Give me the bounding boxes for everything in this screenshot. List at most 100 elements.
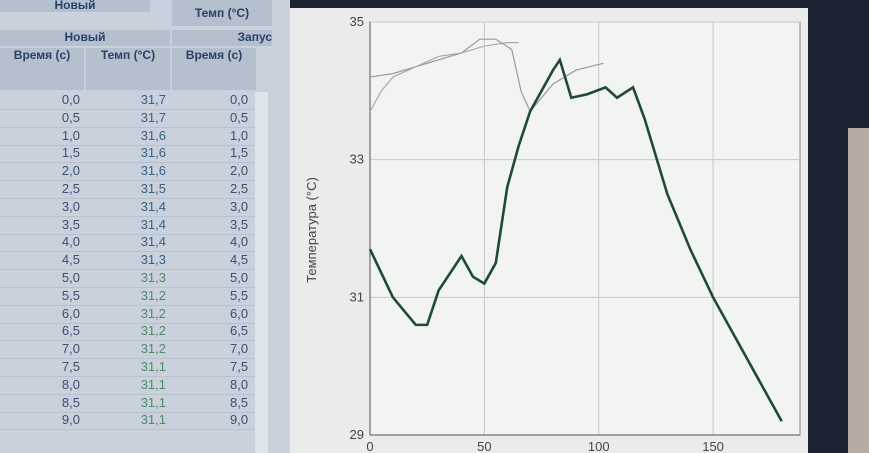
table-cell: 6,5: [230, 323, 249, 339]
table-cell: 0,0: [230, 92, 249, 107]
column-header: Время (с): [0, 48, 84, 90]
table-cell: 7,5: [230, 359, 249, 374]
table-row: [0, 110, 255, 128]
data-table: Новый Темп (°C) Новый Запус Время (с) Те…: [0, 0, 290, 453]
table-row: [0, 234, 255, 253]
table-row: [0, 270, 255, 288]
y-axis-label: Температура (°C): [304, 177, 319, 283]
y-tick-label: 29: [350, 427, 364, 442]
header: Новый: [0, 30, 170, 46]
table-cell: 31,7: [140, 92, 166, 107]
table-cell: 31,2: [140, 341, 166, 357]
table-cell: 8,5: [61, 394, 80, 410]
table-row: [0, 288, 255, 306]
table-cell: 31,6: [140, 163, 166, 179]
table-cell: 2,0: [230, 163, 249, 179]
y-tick-label: 31: [350, 289, 364, 304]
table-row: [0, 181, 255, 199]
table-cell: 5,0: [230, 270, 249, 285]
table-cell: 31,4: [140, 234, 166, 250]
table-cell: 31,7: [140, 109, 166, 125]
table-cell: 31,2: [140, 323, 166, 339]
x-tick-label: 50: [477, 439, 491, 453]
table-cell: 4,5: [230, 252, 249, 268]
table-row: [0, 359, 255, 377]
table-cell: 31,1: [140, 412, 166, 428]
table-cell: 31,1: [140, 359, 166, 374]
table-cell: 1,5: [61, 145, 80, 161]
table-row: [0, 163, 255, 182]
table-row: [0, 377, 255, 395]
table-cell: 0,5: [61, 109, 80, 125]
table-cell: 31,6: [140, 145, 166, 161]
table-cell: 0,0: [61, 92, 80, 107]
table-cell: 8,0: [61, 376, 80, 392]
table-cell: 31,3: [140, 270, 166, 285]
table-row: [0, 412, 255, 431]
table-row: [0, 323, 255, 342]
table-cell: 9,0: [61, 412, 80, 428]
table-cell: 31,1: [140, 394, 166, 410]
table-row: [0, 128, 255, 146]
table-cell: 7,0: [230, 341, 249, 357]
table-cell: 31,3: [140, 252, 166, 268]
column-header: Темп (°C): [86, 48, 170, 90]
table-cell: 6,5: [61, 323, 80, 339]
table-cell: 4,5: [61, 252, 80, 268]
table-row: [0, 92, 255, 110]
table-cell: 2,5: [61, 181, 80, 196]
table-row: [0, 217, 255, 235]
table-cell: 31,2: [140, 305, 166, 321]
table-cell: 7,0: [61, 341, 80, 357]
table-cell: 31,1: [140, 376, 166, 392]
table-cell: 5,5: [61, 287, 80, 303]
table-row: [0, 252, 255, 271]
table-cell: 2,0: [61, 163, 80, 179]
column-header: Время (с): [172, 48, 256, 90]
table-cell: 31,4: [140, 198, 166, 214]
x-tick-label: 0: [366, 439, 373, 453]
table-cell: 8,0: [230, 376, 249, 392]
x-tick-label: 100: [588, 439, 610, 453]
table-cell: 31,5: [140, 181, 166, 196]
header: Запус: [172, 30, 272, 46]
table-cell: 6,0: [230, 305, 249, 321]
y-tick-label: 33: [350, 152, 364, 167]
table-cell: 5,0: [61, 270, 80, 285]
table-cell: 5,5: [230, 287, 249, 303]
y-tick-label: 35: [350, 14, 364, 29]
table-cell: 2,5: [230, 181, 249, 196]
table-cell: 3,0: [61, 198, 80, 214]
table-cell: 6,0: [61, 305, 80, 321]
data-line: [368, 56, 783, 422]
table-cell: 3,0: [230, 198, 249, 214]
table-cell: 8,5: [230, 394, 249, 410]
header: Темп (°C): [172, 0, 272, 26]
table-cell: 3,5: [230, 216, 249, 232]
table-cell: 1,0: [230, 127, 249, 143]
table-cell: 4,0: [230, 234, 249, 250]
table-row: [0, 341, 255, 360]
table-cell: 1,5: [230, 145, 249, 161]
table-cell: 31,6: [140, 127, 166, 143]
background-photo: [848, 128, 869, 453]
table-cell: 3,5: [61, 216, 80, 232]
table-cell: 9,0: [230, 412, 249, 428]
table-row: [0, 395, 255, 413]
table-cell: 1,0: [61, 127, 80, 143]
table-row: [0, 199, 255, 217]
data-line: [369, 42, 519, 112]
table-row: [0, 306, 255, 324]
table-row: [0, 145, 255, 164]
table-cell: 31,4: [140, 216, 166, 232]
table-cell: 31,2: [140, 287, 166, 303]
table-cell: 7,5: [61, 359, 80, 374]
scrollbar[interactable]: [255, 92, 268, 453]
plot-area: [369, 21, 801, 436]
table-cell: 4,0: [61, 234, 80, 250]
table-cell: 0,5: [230, 109, 249, 125]
x-tick-label: 150: [702, 439, 724, 453]
header: Новый: [0, 0, 150, 12]
